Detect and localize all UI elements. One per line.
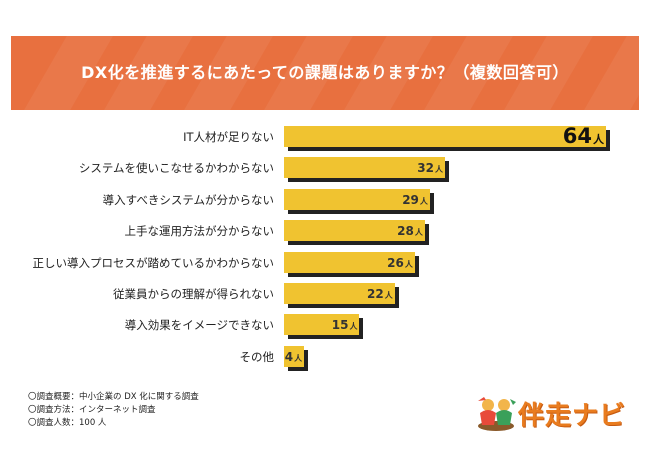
footnote-count: 〇調査人数：100 人 [28,418,107,428]
value-number: 26 [387,255,404,270]
value-number: 4 [284,349,294,364]
chart-title: DX化を推進するにあたっての課題はありますか？（複数回答可） [81,63,569,82]
value-label: 32人 [417,161,443,175]
value-label: 15人 [332,318,358,332]
value-number: 15 [331,318,349,333]
value-label: 4人 [285,350,302,364]
bar [284,314,360,336]
value-label: 22人 [367,287,393,301]
value-number: 28 [397,224,414,239]
value-unit: 人 [414,228,423,238]
bar [284,126,606,147]
runners-icon [478,397,516,431]
value-number: 29 [402,192,419,207]
bar [284,157,445,179]
category-label: 正しい導入プロセスが踏めているかわからない [32,255,275,270]
logo-text: 伴走ナビ [518,401,627,431]
value-unit: 人 [404,259,413,269]
value-number: 22 [366,287,384,301]
category-label: IT人材が足りない [183,130,274,144]
bar [284,188,430,210]
survey-footnotes: 〇調査概要：中小企業の DX 化に関する調査 〇調査方法：インターネット調査 〇… [28,391,199,430]
value-label: 29人 [402,193,428,207]
value-unit: 人 [419,196,428,206]
bar [284,283,395,304]
value-unit: 人 [593,133,604,146]
value-unit: 人 [384,291,393,300]
footnote-method: 〇調査方法：インターネット調査 [28,405,156,415]
category-label: 上手な運用方法が分からない [124,224,275,239]
category-label: 導入すべきシステムが分からない [102,192,274,207]
value-number: 64 [562,124,592,148]
bar [284,220,425,242]
footnote-overview: 〇調査概要：中小企業の DX 化に関する調査 [28,392,199,402]
bar [284,251,415,273]
value-label: 28人 [397,224,423,238]
category-label: 従業員からの理解が得られない [113,287,274,301]
value-number: 32 [417,161,434,176]
value-unit: 人 [349,322,358,332]
title-banner: DX化を推進するにあたっての課題はありますか？（複数回答可） [11,36,639,110]
value-unit: 人 [294,353,303,363]
category-label: 導入効果をイメージできない [124,318,274,333]
bar [284,345,305,367]
value-label: 64人 [563,124,604,148]
logo: 伴走ナビ [474,393,634,433]
value-unit: 人 [435,165,443,175]
category-label: システムを使いこなせるかわからない [78,161,274,176]
category-label: その他 [239,349,275,364]
value-label: 26人 [387,256,413,270]
